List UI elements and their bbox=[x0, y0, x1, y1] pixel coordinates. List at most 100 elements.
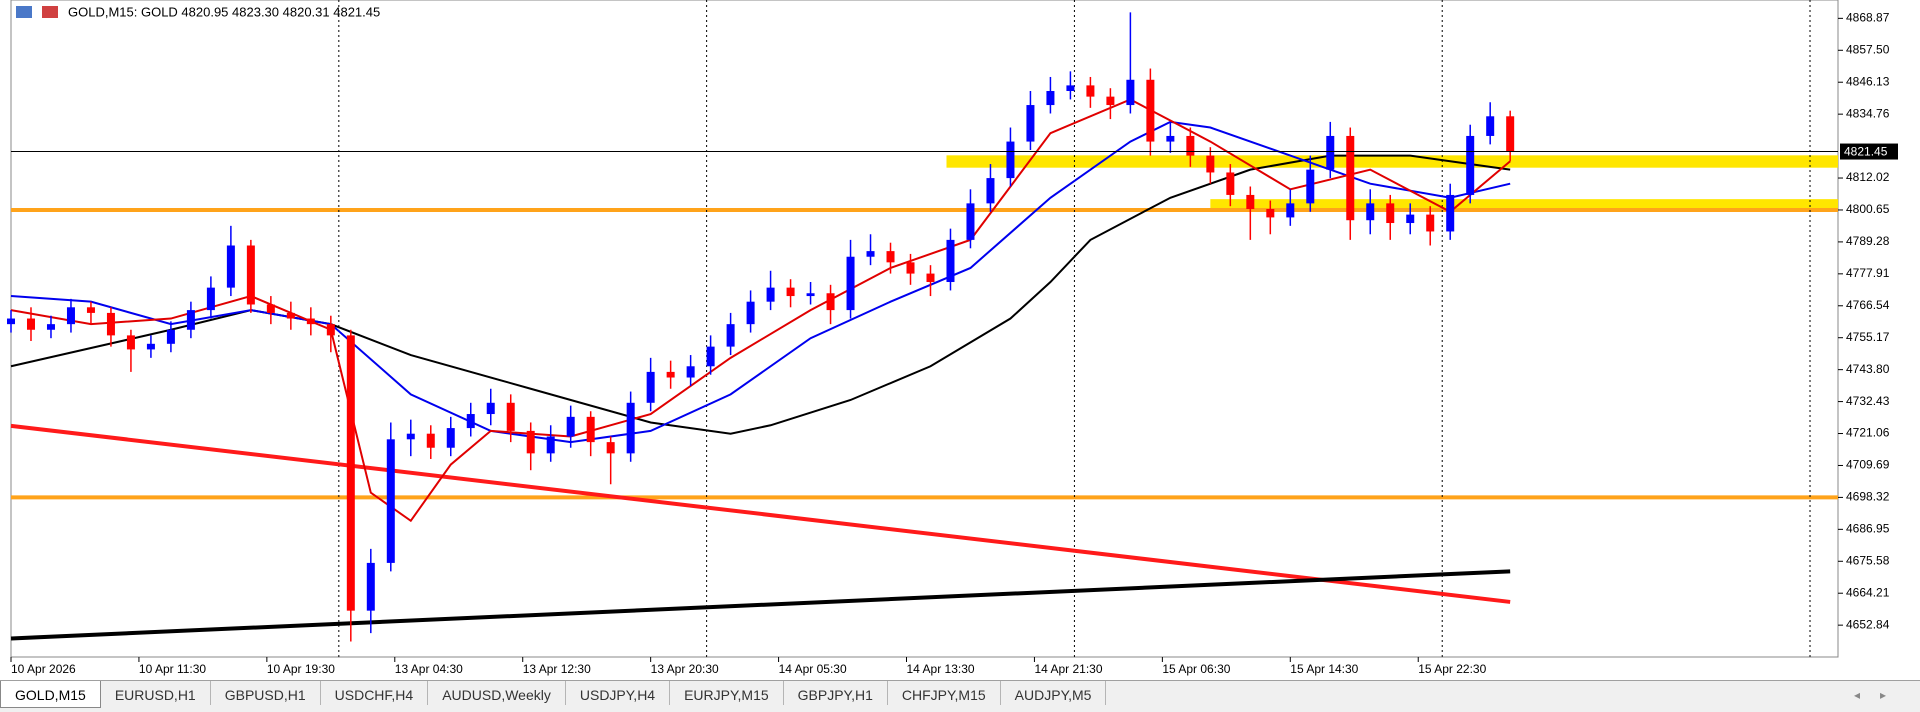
candle-body bbox=[1006, 141, 1015, 179]
candle-body bbox=[466, 414, 475, 429]
candle-body bbox=[186, 310, 195, 330]
candle-body bbox=[846, 256, 855, 311]
candle-body bbox=[1286, 203, 1295, 218]
candle-body bbox=[1206, 155, 1215, 173]
y-tick-label: 4709.69 bbox=[1846, 458, 1890, 472]
y-tick-label: 4652.84 bbox=[1846, 617, 1890, 631]
symbol-tab[interactable]: USDCHF,H4 bbox=[321, 681, 429, 705]
candle-body bbox=[1046, 91, 1055, 106]
candle-body bbox=[1466, 135, 1475, 195]
candle-body bbox=[66, 307, 75, 325]
candle-body bbox=[506, 402, 515, 431]
x-tick-label: 14 Apr 21:30 bbox=[1034, 662, 1102, 676]
candle-body bbox=[1246, 194, 1255, 209]
candle-body bbox=[46, 324, 55, 330]
y-tick-label: 4686.95 bbox=[1846, 522, 1890, 536]
current-price-label: 4821.45 bbox=[1844, 145, 1888, 159]
candle-body bbox=[886, 251, 895, 263]
candle-body bbox=[346, 335, 355, 611]
y-tick-label: 4755.17 bbox=[1846, 330, 1890, 344]
moving-average bbox=[10, 120, 1511, 444]
candle-body bbox=[486, 402, 495, 415]
y-tick-label: 4698.32 bbox=[1846, 490, 1890, 504]
candle-body bbox=[686, 366, 695, 378]
x-tick-label: 15 Apr 22:30 bbox=[1418, 662, 1486, 676]
candle-body bbox=[1166, 135, 1175, 142]
candle-body bbox=[786, 287, 795, 297]
candle-body bbox=[566, 416, 575, 437]
candle-body bbox=[1106, 96, 1115, 106]
x-tick-label: 10 Apr 11:30 bbox=[139, 662, 206, 676]
symbol-tab[interactable]: GBPJPY,H1 bbox=[784, 681, 888, 705]
moving-average bbox=[10, 154, 1511, 435]
x-tick-label: 13 Apr 20:30 bbox=[651, 662, 719, 676]
y-tick-label: 4777.91 bbox=[1846, 266, 1890, 280]
candle-body bbox=[1326, 135, 1335, 170]
candle-body bbox=[946, 239, 955, 283]
candle-body bbox=[1186, 135, 1195, 156]
candle-body bbox=[206, 287, 215, 311]
candle-body bbox=[666, 371, 675, 378]
candle-body bbox=[1026, 105, 1035, 142]
chart-title: GOLD,M15: GOLD 4820.95 4823.30 4820.31 4… bbox=[68, 4, 380, 19]
candle-body bbox=[1066, 85, 1075, 92]
candle-body bbox=[646, 371, 655, 403]
symbol-tab[interactable]: GOLD,M15 bbox=[0, 681, 101, 708]
candle-body bbox=[246, 245, 255, 305]
x-tick-label: 10 Apr 19:30 bbox=[267, 662, 335, 676]
candle-body bbox=[966, 203, 975, 240]
candle-body bbox=[146, 343, 155, 350]
symbol-tab[interactable]: USDJPY,H4 bbox=[566, 681, 671, 705]
x-tick-label: 10 Apr 2026 bbox=[11, 662, 76, 676]
candle-body bbox=[906, 262, 915, 274]
chart-icon bbox=[42, 6, 58, 18]
candle-body bbox=[706, 346, 715, 367]
candle-body bbox=[7, 318, 15, 325]
y-tick-label: 4675.58 bbox=[1846, 553, 1890, 567]
symbol-tab[interactable]: CHFJPY,M15 bbox=[888, 681, 1001, 705]
candle-body bbox=[446, 428, 455, 448]
candle-body bbox=[226, 245, 235, 288]
symbol-tab[interactable]: AUDUSD,Weekly bbox=[428, 681, 566, 705]
candle-body bbox=[586, 416, 595, 443]
symbol-tab[interactable]: AUDJPY,M5 bbox=[1001, 681, 1107, 705]
x-tick-label: 14 Apr 13:30 bbox=[907, 662, 975, 676]
candle-body bbox=[106, 312, 115, 336]
y-tick-label: 4743.80 bbox=[1846, 362, 1890, 376]
tab-scroll[interactable]: ◂▸ bbox=[1853, 688, 1906, 702]
candle-body bbox=[426, 433, 435, 448]
candle-body bbox=[866, 251, 875, 257]
candle-body bbox=[366, 562, 375, 611]
candle-body bbox=[406, 433, 415, 440]
candle-body bbox=[726, 324, 735, 347]
symbol-tab[interactable]: EURUSD,H1 bbox=[101, 681, 211, 705]
candle-body bbox=[326, 324, 335, 336]
current-price-box bbox=[1840, 143, 1898, 160]
candle-body bbox=[1426, 214, 1435, 232]
chart: 4868.87 4857.50 4846.13 4834.76 4812.02 4800.… bbox=[7, 0, 1898, 676]
x-tick-label: 14 Apr 05:30 bbox=[779, 662, 847, 676]
symbol-tab[interactable]: EURJPY,M15 bbox=[670, 681, 784, 705]
candle-body bbox=[1446, 194, 1455, 232]
candle-body bbox=[546, 436, 555, 454]
y-tick-label: 4800.65 bbox=[1846, 202, 1890, 216]
trendline bbox=[10, 423, 1511, 604]
candle-body bbox=[166, 329, 175, 344]
zone bbox=[1210, 199, 1838, 211]
y-tick-label: 4812.02 bbox=[1846, 170, 1890, 184]
candle-body bbox=[626, 402, 635, 454]
x-tick-label: 15 Apr 14:30 bbox=[1290, 662, 1358, 676]
candle-body bbox=[766, 287, 775, 302]
candle-body bbox=[1406, 214, 1415, 224]
trendline bbox=[10, 569, 1511, 641]
y-tick-label: 4664.21 bbox=[1846, 585, 1890, 599]
candle-body bbox=[1506, 116, 1515, 152]
y-tick-label: 4721.06 bbox=[1846, 426, 1890, 440]
candle-body bbox=[26, 318, 35, 330]
candle-body bbox=[1126, 79, 1135, 106]
x-tick-label: 13 Apr 12:30 bbox=[523, 662, 591, 676]
symbol-tab[interactable]: GBPUSD,H1 bbox=[211, 681, 321, 705]
candle-body bbox=[606, 442, 615, 454]
candle-body bbox=[1266, 208, 1275, 218]
